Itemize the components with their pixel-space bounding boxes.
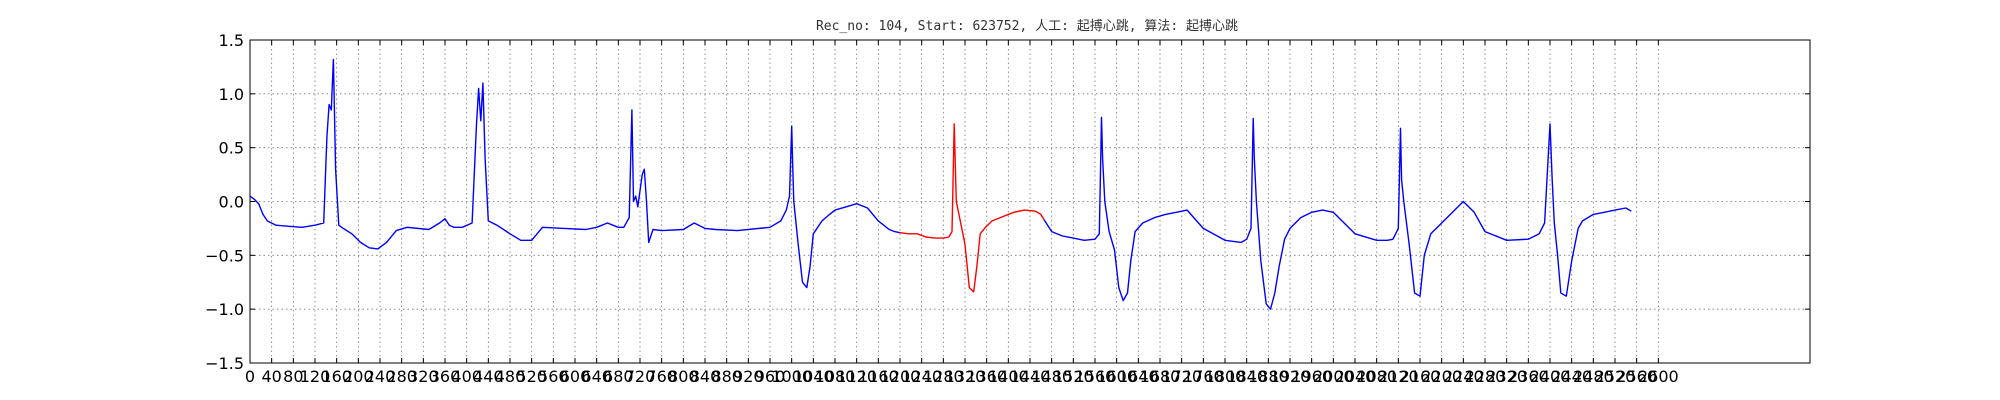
y-tick-label: 1.5	[219, 31, 244, 50]
x-tick-label: 2440	[1551, 367, 1592, 386]
x-tick-label: 1200	[880, 367, 921, 386]
x-tick-label: 80	[283, 367, 303, 386]
x-tick-label: 680	[603, 367, 634, 386]
x-tick-label: 1360	[966, 367, 1007, 386]
x-tick-label: 2080	[1356, 367, 1397, 386]
x-tick-label: 2480	[1573, 367, 1614, 386]
x-tick-label: 2200	[1421, 367, 1462, 386]
x-tick-label: 2560	[1616, 367, 1657, 386]
x-tick-label: 2240	[1443, 367, 1484, 386]
y-tick-label: −0.5	[205, 246, 244, 265]
x-tick-label: 1680	[1140, 367, 1181, 386]
x-tick-label: 2000	[1313, 367, 1354, 386]
y-tick-label: −1.5	[205, 354, 244, 373]
series-line-1	[899, 123, 1045, 293]
y-tick-label: 1.0	[219, 85, 244, 104]
x-tick-label: 1000	[771, 367, 812, 386]
x-tick-label: 760	[646, 367, 677, 386]
x-tick-label: 2120	[1378, 367, 1419, 386]
x-tick-label: 1840	[1226, 367, 1267, 386]
y-tick-label: −1.0	[205, 300, 244, 319]
x-tick-label: 1080	[815, 367, 856, 386]
x-tick-label: 1160	[858, 367, 899, 386]
x-tick-label: 1800	[1205, 367, 1246, 386]
x-tick-label: 520	[516, 367, 547, 386]
x-tick-label: 2400	[1530, 367, 1571, 386]
x-tick-label: 2280	[1465, 367, 1506, 386]
x-tick-label: 440	[473, 367, 504, 386]
x-tick-label: 1640	[1118, 367, 1159, 386]
x-tick-label: 1960	[1291, 367, 1332, 386]
x-tick-label: 1440	[1010, 367, 1051, 386]
x-tick-label: 2600	[1638, 367, 1679, 386]
x-tick-label: 1320	[945, 367, 986, 386]
series-line-2	[1043, 116, 1632, 310]
x-tick-label: 1280	[923, 367, 964, 386]
x-tick-label: 720	[625, 367, 656, 386]
x-tick-label: 320	[408, 367, 439, 386]
series-group	[249, 58, 1632, 310]
x-tick-label: 1040	[793, 367, 834, 386]
x-tick-label: 1480	[1031, 367, 1072, 386]
x-tick-label: 840	[690, 367, 721, 386]
x-tick-label: 1880	[1248, 367, 1289, 386]
x-tick-label: 1600	[1096, 367, 1137, 386]
y-tick-label: 0.5	[219, 139, 244, 158]
x-tick-label: 1560	[1075, 367, 1116, 386]
x-tick-label: 2040	[1335, 367, 1376, 386]
x-tick-label: 1240	[901, 367, 942, 386]
x-tick-label: 2320	[1486, 367, 1527, 386]
x-tick-label: 360	[430, 367, 461, 386]
x-tick-label: 560	[538, 367, 569, 386]
x-tick-label: 1720	[1161, 367, 1202, 386]
x-tick-label: 240	[365, 367, 396, 386]
x-tick-label: 2360	[1508, 367, 1549, 386]
x-tick-label: 400	[451, 367, 482, 386]
x-tick-label: 880	[711, 367, 742, 386]
x-tick-label: 200	[343, 367, 374, 386]
series-line-0	[249, 58, 901, 289]
chart-title: Rec_no: 104, Start: 623752, 人工: 起搏心跳, 算法…	[816, 18, 1238, 34]
x-tick-label: 960	[755, 367, 786, 386]
y-tick-label: 0.0	[219, 193, 244, 212]
x-tick-label: 1920	[1270, 367, 1311, 386]
grid-lines	[249, 39, 1810, 364]
x-tick-label: 1120	[836, 367, 877, 386]
x-tick-label: 40	[261, 367, 281, 386]
x-tick-label: 640	[581, 367, 612, 386]
x-tick-label: 280	[386, 367, 417, 386]
x-tick-label: 160	[321, 367, 352, 386]
x-tick-label: 480	[495, 367, 526, 386]
x-tick-label: 0	[245, 367, 255, 386]
x-tick-label: 1400	[988, 367, 1029, 386]
x-tick-label: 600	[560, 367, 591, 386]
x-tick-label: 1520	[1053, 367, 1094, 386]
x-tick-label: 120	[300, 367, 331, 386]
x-tick-label: 2160	[1400, 367, 1441, 386]
axes-ticks: 0 40 8012016020024028032036040044048052056…	[205, 31, 1810, 386]
x-tick-label: 920	[733, 367, 764, 386]
x-tick-label: 800	[668, 367, 699, 386]
x-tick-label: 2520	[1595, 367, 1636, 386]
x-tick-label: 1760	[1183, 367, 1224, 386]
